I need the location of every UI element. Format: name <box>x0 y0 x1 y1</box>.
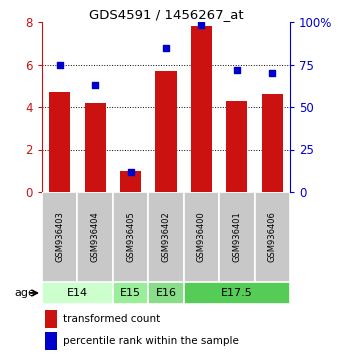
Text: E15: E15 <box>120 288 141 298</box>
Text: age: age <box>14 288 35 298</box>
Text: E16: E16 <box>155 288 176 298</box>
Bar <box>184 192 219 282</box>
Text: GSM936400: GSM936400 <box>197 212 206 262</box>
Point <box>128 169 133 175</box>
Bar <box>113 192 148 282</box>
Point <box>234 67 240 73</box>
Bar <box>45 332 56 350</box>
Bar <box>42 282 113 304</box>
Text: GSM936404: GSM936404 <box>91 212 100 262</box>
Bar <box>184 282 290 304</box>
Bar <box>77 192 113 282</box>
Text: transformed count: transformed count <box>63 314 161 324</box>
Bar <box>148 192 184 282</box>
Title: GDS4591 / 1456267_at: GDS4591 / 1456267_at <box>89 8 243 21</box>
Bar <box>191 26 212 192</box>
Text: E17.5: E17.5 <box>221 288 253 298</box>
Bar <box>113 282 148 304</box>
Text: percentile rank within the sample: percentile rank within the sample <box>63 336 239 346</box>
Bar <box>262 94 283 192</box>
Text: GSM936406: GSM936406 <box>268 212 277 262</box>
Bar <box>255 192 290 282</box>
Bar <box>120 171 141 192</box>
Bar <box>45 310 56 328</box>
Text: GSM936402: GSM936402 <box>162 212 170 262</box>
Text: GSM936405: GSM936405 <box>126 212 135 262</box>
Bar <box>148 282 184 304</box>
Bar <box>49 92 70 192</box>
Point <box>270 70 275 76</box>
Text: E14: E14 <box>67 288 88 298</box>
Point <box>199 23 204 28</box>
Point <box>163 45 169 50</box>
Point <box>92 82 98 88</box>
Bar <box>226 101 247 192</box>
Text: GSM936403: GSM936403 <box>55 212 64 262</box>
Bar <box>219 192 255 282</box>
Bar <box>84 103 106 192</box>
Bar <box>155 71 177 192</box>
Bar <box>42 192 77 282</box>
Text: GSM936401: GSM936401 <box>232 212 241 262</box>
Point <box>57 62 63 67</box>
